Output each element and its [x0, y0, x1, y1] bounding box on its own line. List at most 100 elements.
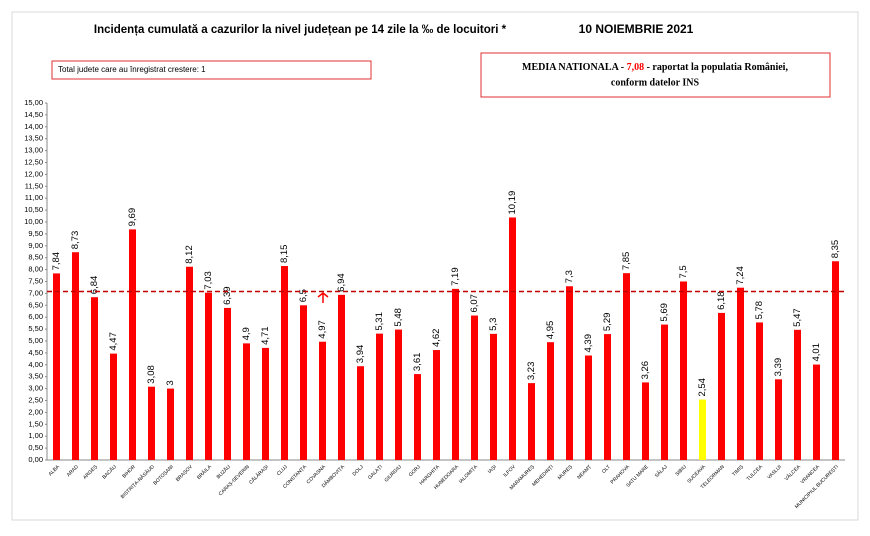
value-label: 8,35 [830, 240, 841, 259]
bar [110, 353, 117, 460]
bar [566, 286, 573, 460]
average-suffix: - raportat la populatia României, [644, 62, 788, 73]
y-tick-label: 6,00 [28, 312, 43, 321]
y-tick-label: 14,50 [24, 110, 43, 119]
y-tick-label: 4,00 [28, 360, 43, 369]
bar [433, 350, 440, 460]
y-tick-label: 11,00 [25, 193, 43, 202]
value-label: 5,29 [602, 313, 613, 332]
y-tick-label: 5,00 [28, 336, 43, 345]
bar [395, 329, 402, 460]
value-label: 5,48 [393, 308, 404, 327]
y-tick-label: 8,00 [28, 265, 43, 274]
y-tick-label: 3,00 [28, 384, 43, 393]
bar [832, 261, 839, 460]
y-tick-label: 8,50 [28, 253, 43, 262]
value-label: 5,3 [488, 318, 499, 331]
x-tick-label: BISTRIȚA-NĂSĂUD [119, 463, 156, 500]
value-label: 5,69 [659, 303, 670, 322]
bar [148, 386, 155, 460]
increase-arrow [317, 292, 329, 303]
x-tick-label: OLT [601, 464, 612, 475]
note-box [51, 60, 372, 80]
bar [91, 297, 98, 460]
value-label: 3,94 [355, 345, 366, 364]
y-tick-label: 6,50 [28, 300, 43, 309]
value-label: 5,47 [792, 308, 803, 327]
bar [699, 399, 706, 460]
bar [585, 355, 592, 460]
bar [490, 333, 497, 460]
bar [53, 273, 60, 460]
value-label: 3,39 [773, 358, 784, 377]
bar [338, 294, 345, 460]
average-value: 7,08 [627, 62, 645, 73]
bar [414, 374, 421, 460]
bar [319, 341, 326, 460]
bar [186, 266, 193, 460]
value-label: 4,47 [108, 332, 119, 351]
y-tick-label: 2,00 [28, 407, 43, 416]
value-label: 7,3 [564, 270, 575, 283]
value-label: 4,01 [811, 343, 822, 362]
value-label: 6,07 [469, 294, 480, 313]
value-label: 8,73 [70, 231, 81, 250]
y-tick-label: 14,00 [24, 122, 43, 131]
value-label: 9,69 [127, 208, 138, 227]
y-tick-label: 0,50 [28, 443, 43, 452]
value-label: 5,31 [374, 312, 385, 331]
bar [72, 252, 79, 460]
note: Total judete care au înregistrat crester… [58, 65, 206, 74]
value-label: 7,19 [450, 267, 461, 286]
bar [737, 287, 744, 460]
x-tick-label: GALAȚI [367, 464, 384, 481]
bar [167, 388, 174, 460]
value-label: 6,94 [336, 273, 347, 292]
x-tick-label: VÂLCEA [783, 463, 802, 482]
x-tick-label: IALOMIȚA [458, 464, 479, 485]
x-tick-label: TIMIȘ [731, 464, 745, 478]
y-tick-label: 10,00 [24, 217, 43, 226]
value-label: 6,5 [298, 289, 309, 302]
chart-title: Incidența cumulată a cazurilor la nivel … [94, 24, 507, 36]
x-tick-label: ILFOV [502, 464, 517, 479]
value-label: 2,54 [697, 378, 708, 397]
y-tick-label: 2,50 [28, 395, 43, 404]
average-text: MEDIA NATIONALA - 7,08 - raportat la pop… [522, 62, 788, 73]
x-tick-label: BRĂILA [195, 463, 213, 481]
x-tick-label: CĂLĂRAȘI [247, 463, 269, 485]
value-label: 4,39 [583, 334, 594, 353]
bar [775, 379, 782, 460]
y-tick-label: 10,50 [24, 205, 43, 214]
x-tick-label: MUREȘ [557, 464, 574, 481]
x-tick-label: GIURGIU [383, 464, 403, 484]
value-label: 7,03 [203, 271, 214, 290]
y-tick-label: 4,50 [28, 348, 43, 357]
y-tick-label: 15,00 [24, 98, 43, 107]
bar [642, 382, 649, 460]
y-tick-label: 12,00 [24, 169, 43, 178]
value-label: 6,39 [222, 286, 233, 305]
value-label: 3,61 [412, 353, 423, 372]
average-suffix-2: conform datelor INS [611, 77, 700, 88]
y-tick-label: 13,00 [24, 146, 43, 155]
x-tick-label: IAȘI [487, 464, 498, 475]
value-label: 4,71 [260, 326, 271, 345]
x-tick-label: BRAȘOV [175, 464, 194, 483]
value-label: 3 [165, 380, 176, 385]
y-tick-label: 1,50 [28, 419, 43, 428]
bar [243, 343, 250, 460]
bar [300, 305, 307, 460]
y-tick-label: 7,00 [28, 288, 43, 297]
value-label: 6,84 [89, 276, 100, 295]
x-tick-label: VASLUI [766, 464, 783, 481]
bar [452, 288, 459, 460]
bar [718, 312, 725, 460]
value-label: 8,12 [184, 245, 195, 264]
value-label: 7,5 [678, 265, 689, 278]
bar [471, 315, 478, 460]
value-label: 6,18 [716, 291, 727, 310]
y-tick-label: 5,50 [28, 324, 43, 333]
x-tick-label: NEAMȚ [576, 464, 593, 481]
